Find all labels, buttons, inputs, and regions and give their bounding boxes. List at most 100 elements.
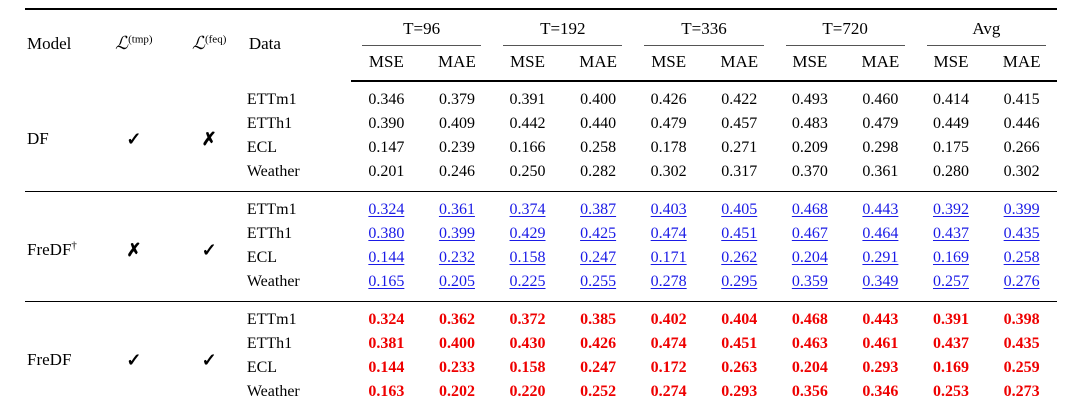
metric-value: 0.295 <box>721 273 758 290</box>
col-group-t96: T=96 <box>351 9 492 46</box>
dataset-label: ECL <box>246 249 278 266</box>
metric-value: 0.400 <box>580 91 617 108</box>
metric-value: 0.464 <box>862 225 899 242</box>
metric-value: 0.460 <box>862 91 899 108</box>
metric-value: 0.144 <box>368 359 405 376</box>
metric-value: 0.169 <box>932 359 969 376</box>
metric-value: 0.374 <box>509 201 546 218</box>
metric-value: 0.346 <box>862 383 899 400</box>
metric-value: 0.239 <box>438 139 475 156</box>
metric-value: 0.247 <box>580 249 617 266</box>
metric-value: 0.437 <box>932 225 969 242</box>
metric-value: 0.282 <box>580 163 617 180</box>
col-group-t336: T=336 <box>633 9 774 46</box>
metric-value: 0.276 <box>1003 273 1040 290</box>
metric-value: 0.201 <box>368 163 405 180</box>
metric-value: 0.372 <box>509 311 546 328</box>
metric-value: 0.220 <box>509 383 546 400</box>
metric-value: 0.414 <box>932 91 969 108</box>
metric-value: 0.426 <box>650 91 687 108</box>
metric-value: 0.359 <box>791 273 828 290</box>
dataset-label: Weather <box>246 163 300 180</box>
metric-value: 0.266 <box>1003 139 1040 156</box>
metric-value: 0.400 <box>438 335 475 352</box>
metric-value: 0.356 <box>791 383 828 400</box>
metric-value: 0.317 <box>721 163 758 180</box>
metric-value: 0.362 <box>438 311 475 328</box>
metric-value: 0.225 <box>509 273 546 290</box>
col-header-model: Model <box>27 33 72 53</box>
loss-feq-check-icon: ✓ <box>201 239 217 260</box>
model-name: DF <box>25 81 96 192</box>
metric-value: 0.426 <box>580 335 617 352</box>
metric-value: 0.172 <box>650 359 687 376</box>
metric-value: 0.274 <box>650 383 687 400</box>
col-header-mse-t96: MSE <box>351 46 422 82</box>
loss-symbol: ℒ <box>115 33 129 53</box>
metric-value: 0.398 <box>1003 311 1040 328</box>
table-row: ETTh1 0.380 0.399 0.429 0.425 0.474 0.451 0.467… <box>25 222 1057 246</box>
table-row: ECL 0.144 0.232 0.158 0.247 0.171 0.262 0.204 0.… <box>25 246 1057 270</box>
col-header-mse-t192: MSE <box>492 46 563 82</box>
col-header-mse-t336: MSE <box>633 46 704 82</box>
metric-value: 0.422 <box>721 91 758 108</box>
table-row: Weather 0.165 0.205 0.225 0.255 0.278 0.295 0.3… <box>25 270 1057 302</box>
col-header-mae-avg: MAE <box>986 46 1057 82</box>
metric-value: 0.451 <box>721 225 758 242</box>
dataset-label: ETTm1 <box>246 311 297 328</box>
table-row: FreDF† ✗ ✓ ETTm1 0.324 0.361 0.374 0.387 0.403 0.… <box>25 192 1057 260</box>
table-row: Weather 0.201 0.246 0.250 0.282 0.302 0.317 0.3… <box>25 160 1057 192</box>
metric-value: 0.443 <box>862 201 899 218</box>
metric-value: 0.392 <box>932 201 969 218</box>
metric-value: 0.291 <box>862 249 899 266</box>
metric-value: 0.440 <box>580 115 617 132</box>
table-row: FreDF ✓ ✓ ETTm1 0.324 0.362 0.372 0.385 0.402 0.4… <box>25 302 1057 370</box>
dataset-label: ECL <box>246 359 278 376</box>
metric-value: 0.298 <box>862 139 899 156</box>
col-header-mae-t720: MAE <box>845 46 916 82</box>
metric-value: 0.202 <box>438 383 475 400</box>
model-name-label: FreDF <box>27 349 72 369</box>
loss-feq-check-icon: ✓ <box>201 349 217 370</box>
metric-value: 0.493 <box>791 91 828 108</box>
metric-value: 0.404 <box>721 311 758 328</box>
metric-value: 0.405 <box>721 201 758 218</box>
metric-value: 0.442 <box>509 115 546 132</box>
metric-value: 0.370 <box>791 163 828 180</box>
metric-value: 0.403 <box>650 201 687 218</box>
loss-superscript-feq: (feq) <box>204 33 227 46</box>
loss-tmp-check-icon: ✓ <box>126 349 142 370</box>
metric-value: 0.409 <box>438 115 475 132</box>
col-header-mae-t336: MAE <box>703 46 775 82</box>
model-name: FreDF† <box>25 192 96 302</box>
metric-value: 0.430 <box>509 335 546 352</box>
metric-value: 0.257 <box>932 273 969 290</box>
metric-value: 0.474 <box>650 335 687 352</box>
dataset-label: ETTh1 <box>246 335 293 352</box>
metric-value: 0.255 <box>580 273 617 290</box>
col-header-mse-avg: MSE <box>915 46 987 82</box>
metric-value: 0.165 <box>368 273 405 290</box>
metric-value: 0.253 <box>932 383 969 400</box>
metric-value: 0.246 <box>438 163 475 180</box>
dataset-label: ETTh1 <box>246 115 293 132</box>
metric-value: 0.178 <box>650 139 687 156</box>
metric-value: 0.158 <box>509 249 546 266</box>
table-row: ECL 0.147 0.239 0.166 0.258 0.178 0.271 0.209 0.… <box>25 136 1057 160</box>
metric-value: 0.461 <box>862 335 899 352</box>
metric-value: 0.324 <box>368 311 405 328</box>
col-header-mae-t96: MAE <box>421 46 493 82</box>
metric-value: 0.479 <box>862 115 899 132</box>
metric-value: 0.467 <box>791 225 828 242</box>
table-row: DF ✓ ✗ ETTm1 0.346 0.379 0.391 0.400 0.426 0.422 0… <box>25 81 1057 150</box>
metric-value: 0.144 <box>368 249 405 266</box>
metric-value: 0.415 <box>1003 91 1040 108</box>
metric-value: 0.399 <box>1003 201 1040 218</box>
metric-value: 0.468 <box>791 201 828 218</box>
model-block-df: DF ✓ ✗ ETTm1 0.346 0.379 0.391 0.400 0.426 0.422 0… <box>25 81 1057 192</box>
loss-tmp-check-icon: ✓ <box>126 129 142 149</box>
col-header-mae-t192: MAE <box>562 46 634 82</box>
col-header-loss-feq: ℒ(feq) <box>172 9 247 81</box>
metric-value: 0.483 <box>791 115 828 132</box>
